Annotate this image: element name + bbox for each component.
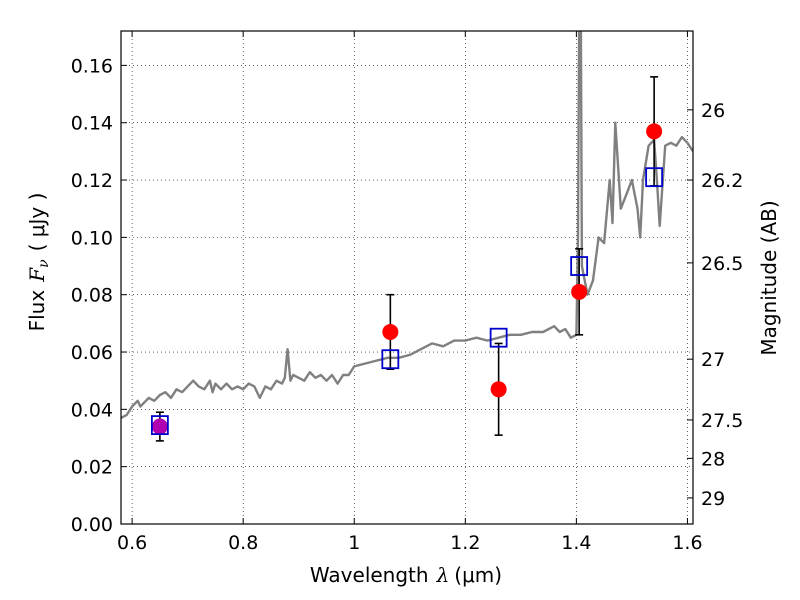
- x-tick-label: 0.8: [228, 532, 258, 554]
- y2-tick-label: 26.2: [701, 170, 743, 192]
- x-axis-title-text: Wavelength: [310, 563, 429, 587]
- observed-flux-point: [646, 123, 663, 140]
- observed-flux-point: [382, 323, 399, 340]
- x-tick-label: 1.2: [450, 532, 480, 554]
- y2-tick-label: 28: [701, 448, 725, 470]
- observed-flux-point: [151, 418, 168, 435]
- observed-flux-point: [490, 381, 507, 398]
- y2-tick-label: 26: [701, 100, 725, 122]
- y-tick-label: 0.04: [71, 399, 113, 421]
- y-tick-label: 0.06: [71, 342, 113, 364]
- x-axis-unit: (μm): [454, 563, 502, 587]
- y2-tick-label: 29: [701, 488, 725, 510]
- y-tick-label: 0.02: [71, 457, 113, 479]
- y2-tick-label: 26.5: [701, 253, 743, 275]
- x-tick-label: 1: [348, 532, 360, 554]
- x-axis-symbol: λ: [436, 563, 450, 587]
- axis-ticks: 0.6 0.8 1 1.2 1.4 1.6 0.00 0.02 0.04 0.06 0.08 0.10…: [71, 31, 743, 554]
- y2-tick-label: 27.5: [701, 410, 743, 432]
- y-tick-label: 0.12: [71, 170, 113, 192]
- observed-flux-point: [571, 283, 588, 300]
- y-tick-label: 0.10: [71, 227, 113, 249]
- y2-tick-label: 27: [701, 349, 725, 371]
- x-tick-label: 0.6: [117, 532, 147, 554]
- model-flux-square: [489, 327, 508, 348]
- x-tick-label: 1.4: [561, 532, 591, 554]
- y-axis-title: Flux Fν ( μJy ): [25, 193, 52, 332]
- y2-axis-title: Magnitude (AB): [757, 200, 781, 355]
- data-area: [121, 31, 693, 442]
- y-tick-label: 0.08: [71, 285, 113, 307]
- model-flux-square: [570, 256, 589, 276]
- y-axis-unit: ( μJy ): [25, 193, 49, 252]
- y-axis-title-text: Flux: [25, 290, 49, 332]
- model-flux-square: [645, 167, 664, 188]
- plot-frame: [120, 30, 694, 525]
- x-axis-title: Wavelength λ (μm): [310, 563, 502, 587]
- y-axis-subscript: ν: [36, 259, 52, 268]
- y-axis-symbol: F: [25, 267, 49, 283]
- model-flux-square: [381, 349, 400, 370]
- x-tick-label: 1.6: [672, 532, 702, 554]
- y-tick-label: 0.14: [71, 113, 113, 135]
- grid: [121, 31, 693, 525]
- y-tick-label: 0.00: [71, 514, 113, 536]
- y-tick-label: 0.16: [71, 55, 113, 77]
- model-flux-square: [150, 415, 169, 436]
- model-spectrum-line: [121, 31, 693, 419]
